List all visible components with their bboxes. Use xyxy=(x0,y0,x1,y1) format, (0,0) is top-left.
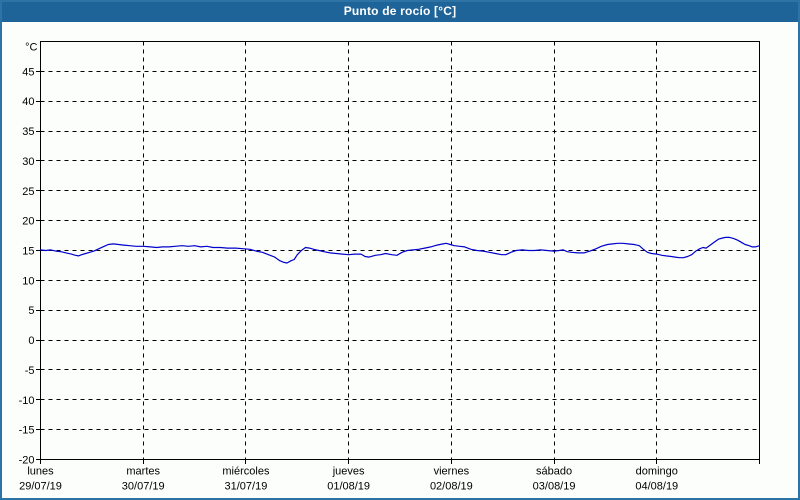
chart-title: Punto de rocío [°C] xyxy=(343,4,457,18)
y-tick-label: -15 xyxy=(19,425,35,437)
y-tick-label: 45 xyxy=(22,66,34,78)
x-day-name-label: lunes xyxy=(27,466,54,478)
x-day-date-label: 04/08/19 xyxy=(635,481,678,493)
x-day-date-label: 30/07/19 xyxy=(122,481,165,493)
title-bar: Punto de rocío [°C] xyxy=(0,0,800,22)
y-tick-label: -10 xyxy=(19,395,35,407)
y-tick-label: 5 xyxy=(28,305,34,317)
x-day-date-label: 01/08/19 xyxy=(327,481,370,493)
y-tick-label: -5 xyxy=(25,365,35,377)
x-day-name-label: viernes xyxy=(434,466,470,478)
y-tick-label: 35 xyxy=(22,126,34,138)
y-axis-unit-label: °C xyxy=(25,42,37,54)
y-tick-label: 20 xyxy=(22,216,34,228)
gridlines xyxy=(40,41,760,460)
y-tick-label: 0 xyxy=(28,335,34,347)
x-day-name-label: domingo xyxy=(636,466,678,478)
y-tick-label: 10 xyxy=(22,275,34,287)
x-day-date-label: 02/08/19 xyxy=(430,481,473,493)
x-day-date-label: 03/08/19 xyxy=(533,481,576,493)
y-tick-label: -20 xyxy=(19,455,35,467)
y-tick-label: 15 xyxy=(22,246,34,258)
x-day-name-label: martes xyxy=(126,466,160,478)
x-day-date-label: 31/07/19 xyxy=(225,481,268,493)
dew-point-series-line xyxy=(39,236,761,264)
x-day-name-label: jueves xyxy=(332,466,365,478)
y-tick-label: 30 xyxy=(22,156,34,168)
y-tick-label: 25 xyxy=(22,186,34,198)
x-day-date-label: 29/07/19 xyxy=(19,481,62,493)
y-tick-label: 40 xyxy=(22,96,34,108)
x-day-name-label: sábado xyxy=(536,466,572,478)
x-day-name-label: miércoles xyxy=(222,466,270,478)
